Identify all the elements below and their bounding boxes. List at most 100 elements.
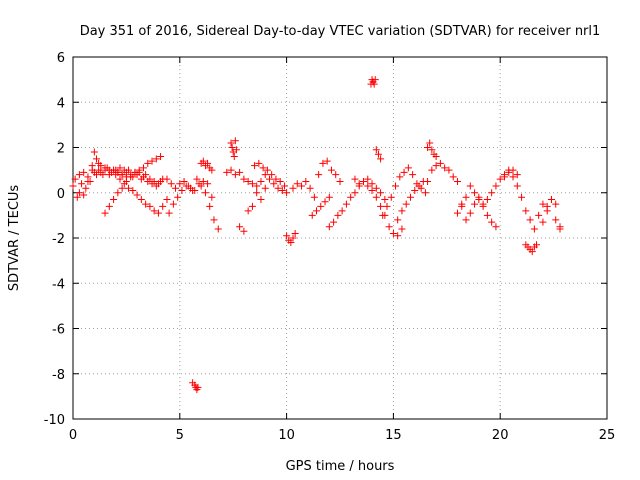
x-axis-label: GPS time / hours: [286, 459, 395, 474]
data-point: [552, 216, 560, 224]
data-point: [377, 189, 385, 197]
data-point: [392, 182, 400, 190]
data-point: [317, 202, 325, 210]
y-tick-label: -8: [52, 368, 65, 383]
data-point: [325, 193, 333, 201]
data-point: [206, 202, 214, 210]
data-point: [152, 155, 160, 163]
data-point: [272, 175, 280, 183]
data-point: [432, 162, 440, 170]
data-point: [377, 155, 385, 163]
data-point: [355, 180, 363, 188]
data-point: [394, 232, 402, 240]
data-point: [283, 232, 291, 240]
data-point: [199, 177, 207, 185]
data-point: [69, 182, 77, 190]
data-point: [441, 164, 449, 172]
data-point: [379, 211, 387, 219]
data-point: [116, 175, 124, 183]
data-point: [404, 164, 412, 172]
data-point: [274, 184, 282, 192]
data-point: [462, 193, 470, 201]
data-point: [372, 193, 380, 201]
y-tick-label: 2: [57, 142, 65, 157]
data-point: [182, 182, 190, 190]
data-point: [278, 186, 286, 194]
x-tick-label: 20: [492, 428, 509, 443]
data-point: [424, 144, 432, 151]
data-point: [101, 209, 109, 217]
data-point: [530, 225, 538, 233]
data-point: [313, 207, 321, 215]
data-point: [334, 211, 342, 219]
data-point: [289, 234, 297, 242]
data-point: [389, 229, 397, 237]
data-point: [421, 189, 429, 197]
data-point: [195, 180, 203, 188]
data-point: [227, 139, 235, 147]
data-point: [199, 157, 207, 165]
data-point: [319, 159, 327, 167]
chart-title: Day 351 of 2016, Sidereal Day-to-day VTE…: [80, 24, 601, 39]
data-point: [129, 186, 137, 194]
data-point: [415, 182, 423, 190]
data-point: [248, 202, 256, 210]
data-point: [131, 168, 139, 176]
data-point: [347, 193, 355, 201]
data-point: [263, 166, 271, 174]
data-point: [97, 162, 105, 170]
data-point: [146, 175, 154, 183]
data-point: [266, 175, 274, 183]
y-tick-label: -6: [52, 323, 65, 338]
data-point: [381, 196, 389, 204]
data-point: [99, 171, 107, 179]
data-point: [483, 211, 491, 219]
x-tick-label: 15: [385, 428, 402, 443]
data-point: [394, 216, 402, 224]
data-point: [169, 200, 177, 208]
data-point: [236, 168, 244, 176]
data-point: [280, 182, 288, 190]
data-point: [513, 182, 521, 190]
data-point: [432, 153, 440, 161]
data-point: [135, 166, 143, 174]
data-point: [261, 171, 269, 179]
data-point: [112, 171, 120, 179]
data-point: [90, 148, 98, 156]
x-tick-label: 5: [176, 428, 184, 443]
data-point: [398, 207, 406, 215]
data-point: [268, 171, 276, 179]
data-point: [105, 202, 113, 210]
data-point: [236, 223, 244, 231]
data-point: [539, 218, 547, 226]
data-point: [82, 184, 90, 192]
data-point: [539, 200, 547, 208]
data-point: [167, 180, 175, 188]
data-point: [133, 191, 141, 199]
data-point: [240, 175, 248, 183]
data-point: [436, 159, 444, 167]
axis-ticks: 0 5 10 15 20 25 -10 -8 -6 -4 -2 0 2 4 6: [44, 51, 616, 443]
data-point: [80, 191, 88, 199]
data-point: [332, 171, 340, 179]
data-point: [552, 200, 560, 208]
x-tick-label: 25: [599, 428, 616, 443]
data-point: [174, 193, 182, 201]
data-point: [522, 207, 530, 215]
data-point: [176, 180, 184, 188]
data-point: [385, 223, 393, 231]
data-point: [449, 173, 457, 181]
data-point: [270, 180, 278, 188]
data-point: [210, 216, 218, 224]
data-point: [244, 177, 252, 185]
y-tick-label: -10: [44, 413, 65, 428]
data-point: [73, 193, 81, 201]
data-point: [453, 209, 461, 217]
data-point: [315, 171, 323, 179]
data-point: [186, 184, 194, 192]
data-point: [426, 139, 434, 147]
data-point: [139, 164, 147, 172]
data-point: [471, 200, 479, 208]
data-point: [500, 173, 508, 181]
